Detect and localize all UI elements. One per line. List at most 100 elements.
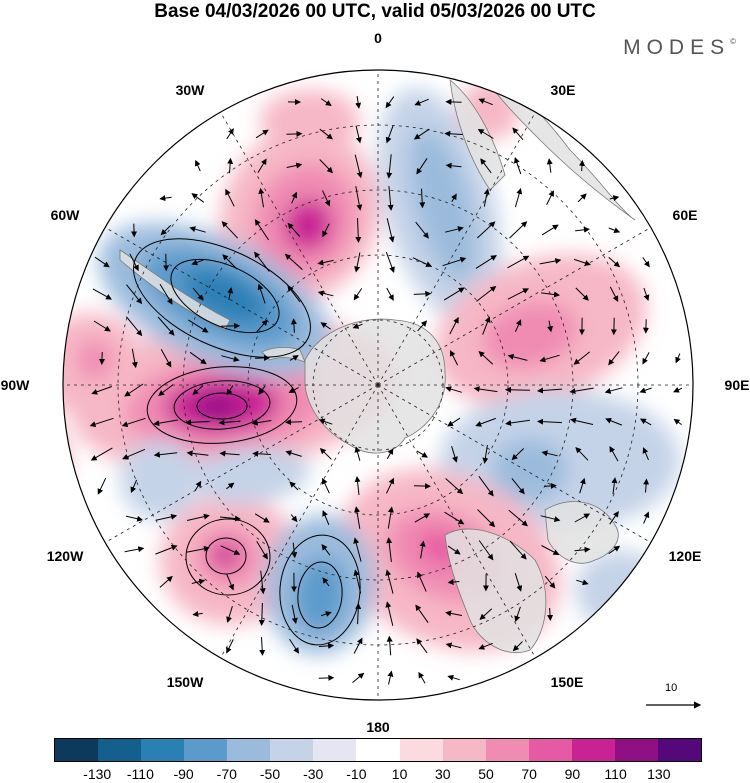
wind-vector [91,386,112,395]
colorbar-bin [270,739,314,761]
colorbar [54,738,702,762]
wind-vector [226,385,234,396]
contour-line [185,518,271,596]
colorbar-tick-label: 130 [647,766,671,782]
wind-vector [537,418,563,425]
wind-vector [385,569,394,594]
longitude-label: 30W [175,82,205,98]
wind-vector [505,419,530,426]
wind-vector [185,419,210,426]
wind-vector [159,283,173,305]
wind-vector [285,450,302,457]
wind-vector [290,514,298,523]
colorbar-bin [184,739,228,761]
landmass [449,79,506,191]
colorbar-tick-label: 30 [435,766,451,782]
wind-vector [412,257,433,267]
wind-vector [386,287,394,301]
wind-vector [191,578,206,585]
wind-vector [259,637,266,656]
wind-vector [385,96,395,109]
contour-layer [133,238,361,646]
wind-vector [444,226,464,233]
anomaly-blob [293,557,347,633]
wind-vector [539,258,562,265]
colorbar-tick-label: -90 [173,766,194,782]
wind-vector [675,353,681,364]
wind-vector [318,418,333,425]
wind-vector [354,476,361,496]
wind-vector [386,448,394,460]
contour-line [146,366,298,444]
wind-vector [226,482,235,490]
wind-vector [415,604,429,623]
wind-vector [539,354,560,363]
wind-vector [416,638,428,654]
wind-vector [318,674,335,681]
wind-vector [256,541,268,560]
anomaly-blob [482,301,578,369]
wind-vector [291,191,298,204]
wind-vector [192,385,204,395]
wind-vector [387,186,394,211]
wind-vector [227,157,234,174]
wind-vector [569,387,594,395]
wind-vector [355,217,362,243]
wind-vector [353,569,362,594]
wind-vector [608,257,621,268]
wind-vector [317,259,334,266]
wind-vector [417,320,428,332]
wind-vector [353,537,362,562]
wind-vector [219,515,241,522]
wind-vector [608,545,621,555]
wind-vector [573,258,591,266]
wind-vector [639,387,652,394]
wind-vector [514,573,523,592]
wind-vector [121,417,146,428]
wind-vector [546,190,554,206]
wind-vector [643,511,650,524]
wind-vector [609,446,619,462]
colorbar-bin [55,739,99,761]
wind-vector [159,195,172,202]
wind-vector [189,226,206,233]
wind-vector [226,605,233,623]
wind-vector [354,506,361,529]
brand-name: MODES [623,36,731,59]
wind-vector [322,190,331,207]
colorbar-bin [141,739,185,761]
colorbar-tick-label: 70 [521,766,537,782]
brand-logo: MODES© [623,36,736,60]
wind-vector [259,570,266,595]
wind-vector [415,221,429,239]
colorbar-bin [399,739,443,761]
colorbar-tick-label: -70 [216,766,237,782]
wind-vector [505,386,531,393]
wind-vector [639,418,652,426]
wind-vector [385,601,394,626]
wind-vector [643,287,650,301]
wind-vector [192,287,204,301]
wind-vector [451,193,457,202]
wind-vector [291,604,298,624]
landmass [304,318,446,454]
colorbar-tick-label: 50 [478,766,494,782]
colorbar-tick-label: -10 [346,766,367,782]
wind-vector [191,259,204,266]
wind-vector [188,319,209,333]
anomaly-blob [492,438,568,502]
wind-vector [289,355,299,361]
colorbar-bin [657,739,701,761]
wind-vector [540,515,561,523]
wind-vector [608,351,620,366]
wind-vector [222,254,238,270]
wind-vector [642,352,650,365]
wind-vector [258,187,265,208]
anomaly-blob [63,420,70,500]
wind-vector [322,223,330,238]
wind-vector [419,188,426,209]
anomaly-blob [211,543,239,567]
wind-vector [475,255,497,269]
wind-vector [254,219,270,241]
wind-vector [322,577,330,587]
